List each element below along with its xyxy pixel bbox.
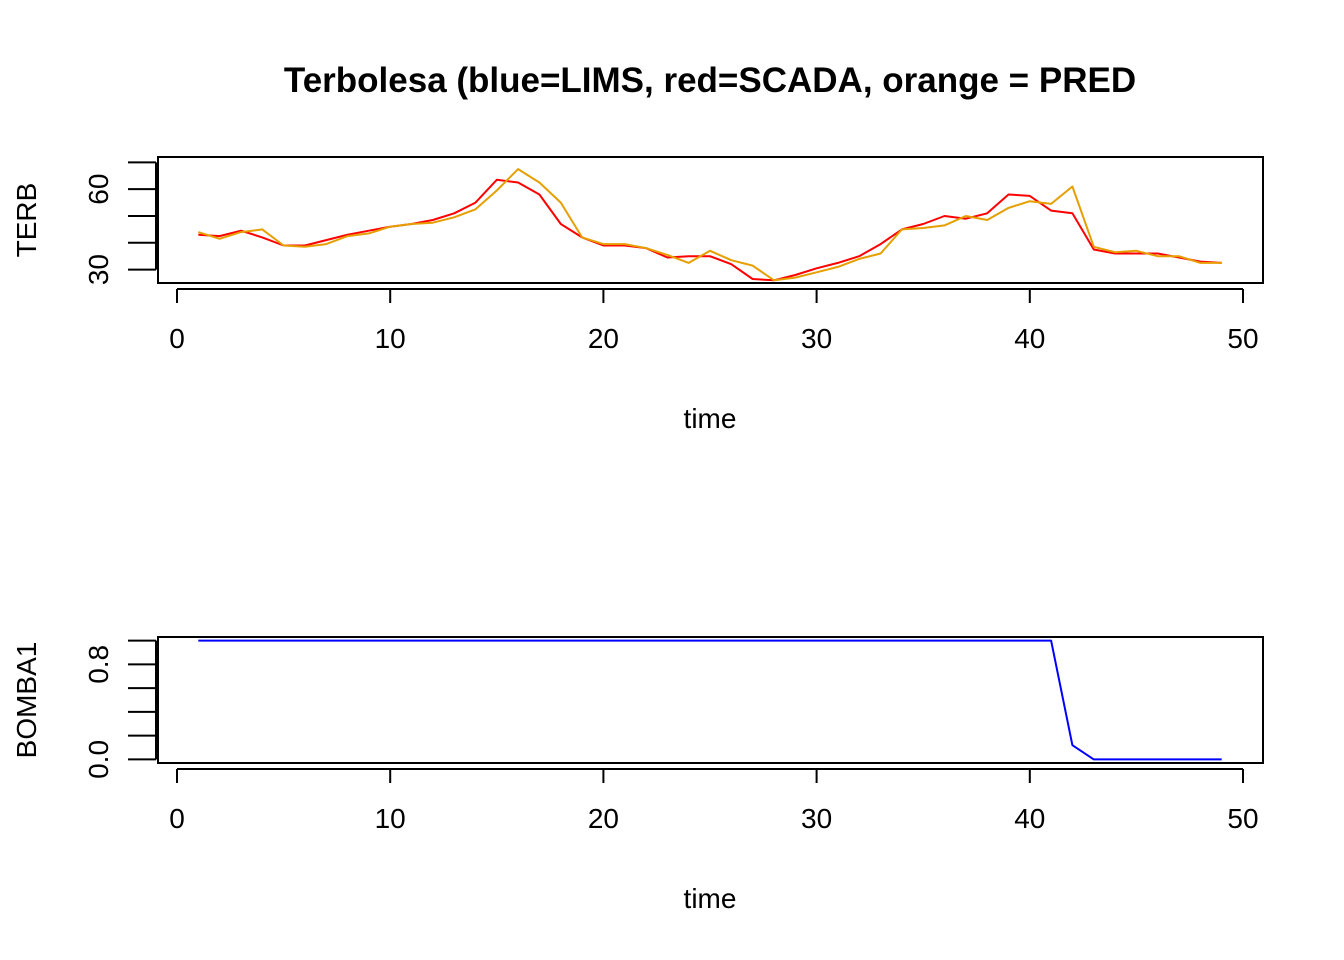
x-axis-bomba1: 0 10 20 30 40 50 xyxy=(169,768,1259,834)
chart-title: Terbolesa (blue=LIMS, red=SCADA, orange … xyxy=(284,61,1136,100)
x-tick-label-bomba1: 0 xyxy=(169,803,185,834)
x-tick-label-terb: 0 xyxy=(169,323,185,354)
x-axis-terb: 0 10 20 30 40 50 xyxy=(169,288,1259,354)
series-line-lims xyxy=(198,639,1222,761)
series-layer-bomba1 xyxy=(198,639,1222,761)
x-tick-label-bomba1: 10 xyxy=(375,803,406,834)
series-layer-terb xyxy=(197,168,1222,282)
panel-bomba1: 0 10 20 30 40 50 0.0 0.8 time BOMBA1 xyxy=(11,636,1264,914)
x-tick-label-bomba1: 40 xyxy=(1014,803,1045,834)
plot-frame-terb xyxy=(157,156,1264,284)
y-axis-label-bomba1: BOMBA1 xyxy=(11,642,42,759)
series-line-scada xyxy=(198,178,1222,282)
plot-frame-bomba1 xyxy=(157,636,1264,764)
x-tick-label-terb: 30 xyxy=(801,323,832,354)
x-tick-label-terb: 40 xyxy=(1014,323,1045,354)
panel-terb: 0 10 20 30 40 50 30 60 time TERB xyxy=(11,156,1264,434)
y-tick-label-bomba1: 0.0 xyxy=(83,740,114,779)
y-axis-bomba1: 0.0 0.8 xyxy=(83,639,157,779)
y-tick-label-bomba1: 0.8 xyxy=(83,645,114,684)
y-tick-label-terb: 60 xyxy=(83,174,114,205)
y-tick-label-terb: 30 xyxy=(83,254,114,285)
x-tick-label-bomba1: 50 xyxy=(1227,803,1258,834)
x-axis-label-terb: time xyxy=(684,403,737,434)
x-tick-label-bomba1: 30 xyxy=(801,803,832,834)
y-axis-terb: 30 60 xyxy=(83,161,157,285)
x-tick-label-terb: 20 xyxy=(588,323,619,354)
x-tick-label-bomba1: 20 xyxy=(588,803,619,834)
x-tick-label-terb: 50 xyxy=(1227,323,1258,354)
y-axis-label-terb: TERB xyxy=(11,183,42,258)
x-tick-label-terb: 10 xyxy=(375,323,406,354)
x-axis-label-bomba1: time xyxy=(684,883,737,914)
series-line-pred xyxy=(197,168,1222,282)
